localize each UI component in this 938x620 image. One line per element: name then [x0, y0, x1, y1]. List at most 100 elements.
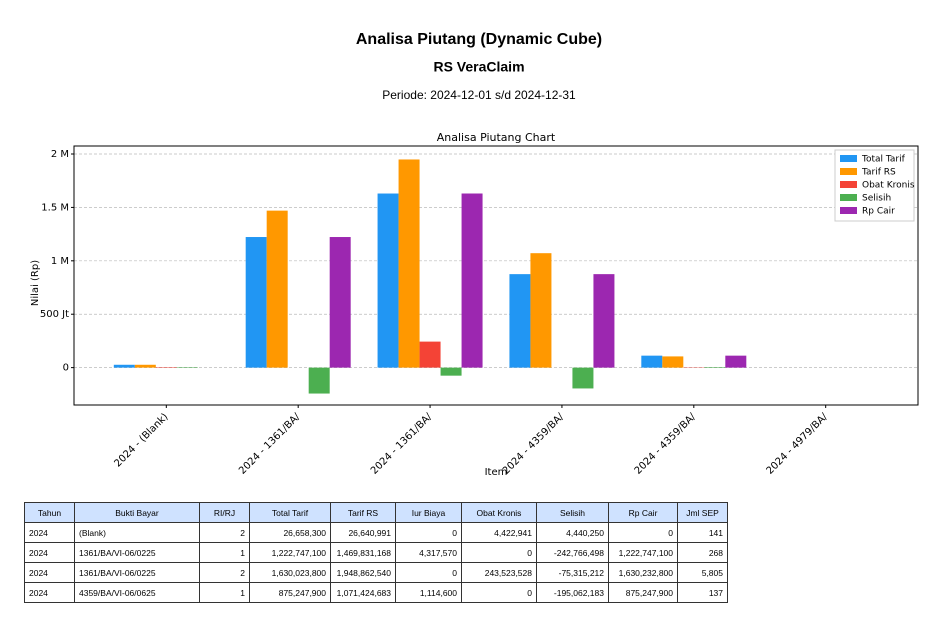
bar: [509, 274, 531, 368]
chart: Analisa Piutang (Dynamic Cube) RS VeraCl…: [30, 31, 919, 478]
bar: [662, 356, 684, 368]
table-cell: 1,469,831,168: [330, 542, 396, 563]
bar: [593, 274, 615, 368]
legend-swatch: [840, 207, 857, 214]
data-table: Tahun Bukti Bayar RI/RJ Total Tarif Tarif RS…: [24, 502, 728, 603]
table-cell: 1,630,232,800: [608, 562, 678, 583]
table-cell: 1: [199, 542, 250, 563]
bar: [572, 367, 594, 389]
table-cell: 1,222,747,100: [249, 542, 331, 563]
table-cell: 4,440,250: [536, 522, 609, 543]
table-cell: -75,315,212: [536, 562, 609, 583]
table-cell: 1,071,424,683: [330, 582, 396, 603]
plot-frame: [73, 145, 919, 406]
y-axis-label: Nilai (Rp): [30, 260, 41, 306]
report-period: Periode: 2024-12-01 s/d 2024-12-31: [382, 88, 576, 102]
table-cell: 4359/BA/VI-06/0625: [74, 582, 200, 603]
column-header: Tarif RS: [330, 502, 396, 523]
bar: [398, 159, 420, 368]
legend-label: Total Tarif: [861, 155, 906, 165]
bar: [440, 367, 462, 376]
table-cell: 243,523,528: [461, 562, 537, 583]
column-header: Bukti Bayar: [74, 502, 200, 523]
column-header: Jml SEP: [677, 502, 728, 523]
y-tick-label: 2 M: [51, 149, 69, 160]
table-cell: 1361/BA/VI-06/0225: [74, 562, 200, 583]
table-cell: 0: [461, 542, 537, 563]
bar: [266, 210, 288, 368]
table-cell: 26,658,300: [249, 522, 331, 543]
table-cell: -195,062,183: [536, 582, 609, 603]
table-cell: 268: [677, 542, 728, 563]
table-cell: 2: [199, 562, 250, 583]
column-header: Iur Biaya: [395, 502, 462, 523]
bar: [113, 364, 135, 368]
table-cell: 875,247,900: [608, 582, 678, 603]
table-row: 2024 (Blank) 2 26,658,300 26,640,991 0 4,422,9…: [24, 522, 728, 543]
y-tick-label: 1 M: [51, 256, 69, 267]
bar: [704, 367, 726, 368]
bar: [461, 193, 483, 368]
legend-label: Rp Cair: [862, 207, 895, 217]
table-cell: 1361/BA/VI-06/0225: [74, 542, 200, 563]
table-cell: 2024: [24, 582, 75, 603]
table-cell: 1,630,023,800: [249, 562, 331, 583]
table-cell: 1,114,600: [395, 582, 462, 603]
bar: [419, 341, 441, 368]
table-cell: 2: [199, 522, 250, 543]
x-tick-label: 2024 - 4359/BA/: [501, 411, 567, 477]
x-tick-label: 2024 - (Blank): [112, 411, 170, 469]
table-cell: 2024: [24, 562, 75, 583]
column-header: Selisih: [536, 502, 609, 523]
x-tick-label: 2024 - 4979/BA/: [765, 411, 831, 477]
bar: [377, 193, 399, 368]
x-tick-label: 2024 - 1361/BA/: [369, 411, 435, 477]
table-cell: 2024: [24, 542, 75, 563]
legend-label: Tarif RS: [861, 168, 896, 178]
table-cell: 137: [677, 582, 728, 603]
legend-label: Selisih: [862, 194, 891, 204]
table-cell: 5,805: [677, 562, 728, 583]
table-cell: 141: [677, 522, 728, 543]
legend-swatch: [840, 155, 857, 162]
chart-title: Analisa Piutang Chart: [437, 131, 556, 144]
column-header: Total Tarif: [249, 502, 331, 523]
column-header: RI/RJ: [199, 502, 250, 523]
legend-swatch: [840, 181, 857, 188]
bar: [329, 237, 351, 368]
column-header: Obat Kronis: [461, 502, 537, 523]
column-header: Tahun: [24, 502, 75, 523]
bar: [245, 237, 267, 368]
table-row: 2024 1361/BA/VI-06/0225 2 1,630,023,800 1,94…: [24, 562, 728, 583]
y-tick-label: 500 Jt: [40, 309, 69, 320]
table-cell: -242,766,498: [536, 542, 609, 563]
table-cell: 0: [608, 522, 678, 543]
bar: [308, 367, 330, 394]
table-cell: 4,422,941: [461, 522, 537, 543]
bar: [530, 253, 552, 368]
y-tick-label: 0: [63, 363, 69, 374]
table-cell: 0: [395, 562, 462, 583]
table-cell: 26,640,991: [330, 522, 396, 543]
table-cell: 4,317,570: [395, 542, 462, 563]
table-cell: 0: [395, 522, 462, 543]
table-cell: 875,247,900: [249, 582, 331, 603]
x-axis-label: Item: [485, 467, 508, 478]
table-cell: 1: [199, 582, 250, 603]
table-cell: 1,222,747,100: [608, 542, 678, 563]
table-row: 2024 1361/BA/VI-06/0225 1 1,222,747,100 1,46…: [24, 542, 728, 563]
legend-swatch: [840, 168, 857, 175]
bar: [725, 355, 747, 368]
x-tick-label: 2024 - 4359/BA/: [633, 411, 699, 477]
table-cell: 0: [461, 582, 537, 603]
bar: [134, 364, 156, 368]
y-tick-label: 1.5 M: [41, 202, 69, 213]
table-row: 2024 4359/BA/VI-06/0625 1 875,247,900 1,071,…: [24, 582, 728, 603]
report-title: Analisa Piutang (Dynamic Cube): [356, 31, 602, 48]
legend-label: Obat Kronis: [862, 181, 915, 191]
column-header: Rp Cair: [608, 502, 678, 523]
table-cell: 2024: [24, 522, 75, 543]
report-subtitle: RS VeraClaim: [433, 59, 524, 75]
legend-swatch: [840, 194, 857, 201]
